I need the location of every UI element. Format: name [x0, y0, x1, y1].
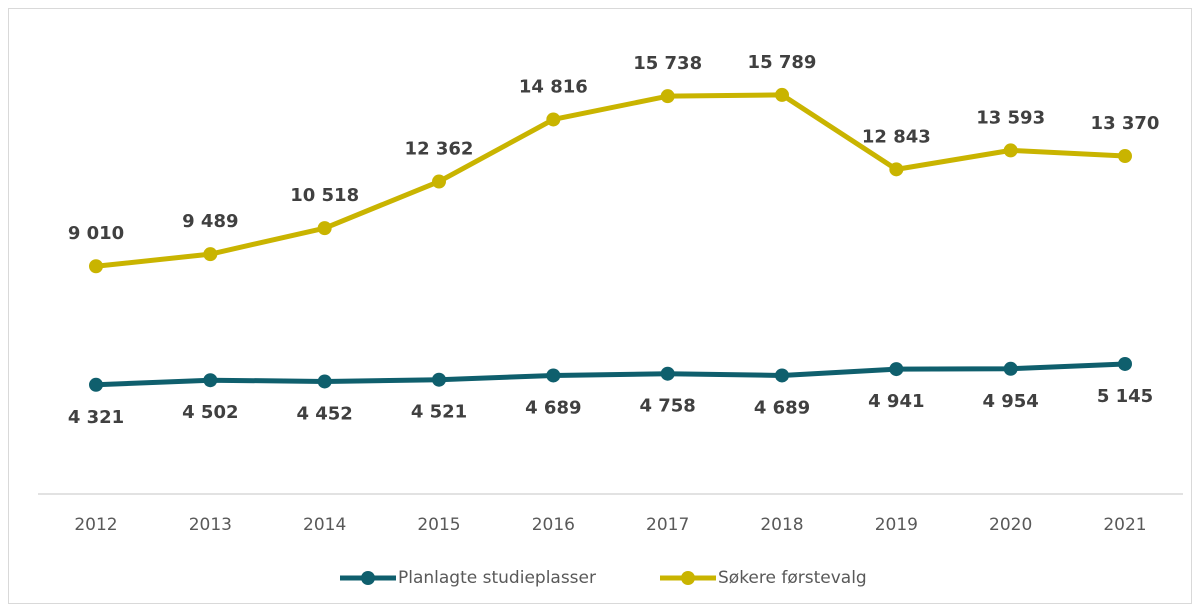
- data-label: 4 321: [68, 407, 124, 428]
- x-tick-label: 2019: [875, 515, 918, 535]
- data-point: [889, 162, 904, 177]
- data-label: 15 789: [748, 52, 817, 73]
- data-label: 15 738: [633, 53, 702, 74]
- data-point: [1003, 361, 1018, 376]
- data-label: 4 689: [525, 397, 581, 418]
- x-tick-label: 2014: [303, 515, 346, 535]
- data-label: 4 521: [411, 402, 467, 423]
- data-point: [1118, 356, 1132, 371]
- data-point: [1118, 149, 1132, 164]
- x-tick-label: 2015: [417, 515, 460, 535]
- x-tick-label: 2012: [74, 515, 117, 535]
- x-tick-label: 2020: [989, 515, 1032, 535]
- data-label: 10 518: [290, 185, 359, 206]
- data-point: [317, 221, 332, 236]
- data-label: 13 593: [976, 107, 1045, 128]
- data-label: 4 689: [754, 397, 810, 418]
- legend-swatch-marker: [681, 571, 695, 585]
- data-label: 14 816: [519, 76, 588, 97]
- series-line: [95, 361, 1126, 388]
- data-point: [203, 373, 218, 388]
- legend-swatch-marker: [361, 571, 375, 585]
- x-tick-label: 2013: [189, 515, 232, 535]
- data-label: 9 010: [68, 223, 124, 244]
- data-point: [546, 112, 561, 127]
- data-label: 5 145: [1097, 386, 1153, 407]
- x-tick-label: 2016: [532, 515, 575, 535]
- data-label: 4 452: [296, 403, 352, 424]
- data-point: [546, 368, 561, 383]
- data-point: [775, 87, 789, 102]
- data-point: [660, 366, 675, 381]
- data-point: [89, 377, 103, 392]
- data-label: 4 941: [868, 391, 924, 412]
- x-tick-label: 2017: [646, 515, 689, 535]
- data-point: [317, 374, 332, 389]
- data-point: [203, 247, 218, 262]
- data-label: 4 502: [182, 402, 238, 423]
- data-point: [775, 368, 789, 383]
- data-point: [432, 372, 446, 387]
- data-point: [889, 362, 904, 377]
- data-point: [1003, 143, 1018, 158]
- data-label: 12 362: [405, 139, 474, 160]
- data-label: 4 954: [982, 391, 1038, 412]
- legend-label: Søkere førstevalg: [718, 568, 867, 588]
- data-point: [432, 174, 446, 189]
- legend-label: Planlagte studieplasser: [398, 568, 596, 588]
- x-tick-label: 2018: [760, 515, 803, 535]
- data-point: [89, 259, 103, 274]
- data-label: 13 370: [1091, 113, 1160, 134]
- data-label: 12 843: [862, 126, 931, 147]
- data-label: 4 758: [639, 396, 695, 417]
- data-label: 9 489: [182, 211, 238, 232]
- x-tick-label: 2021: [1103, 515, 1146, 535]
- data-point: [660, 89, 675, 104]
- series-line: [95, 92, 1126, 269]
